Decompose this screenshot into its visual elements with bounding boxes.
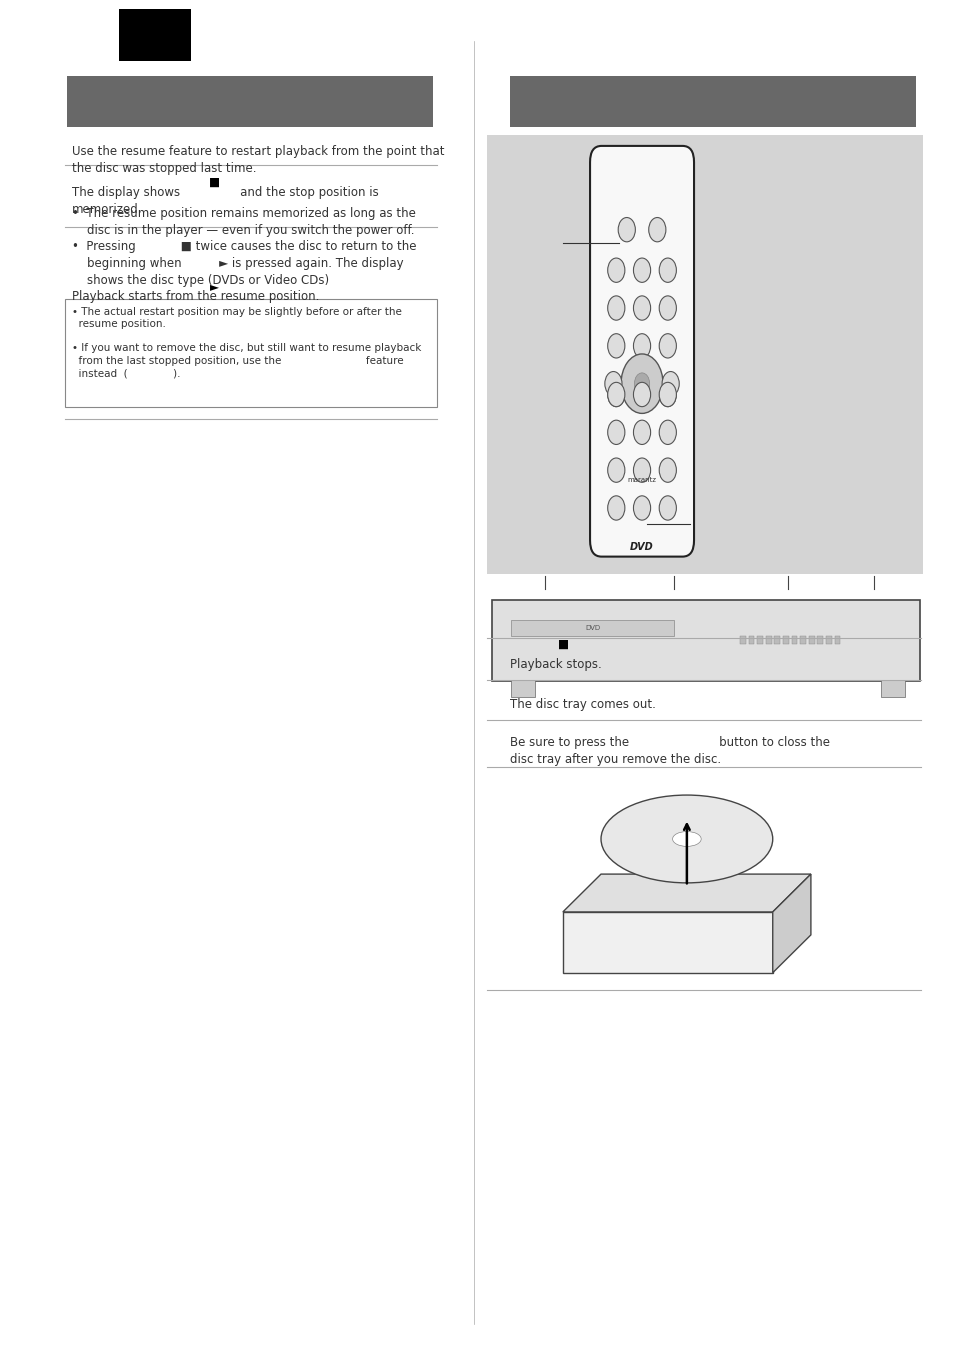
Circle shape (659, 382, 676, 407)
Circle shape (659, 420, 676, 444)
Circle shape (607, 258, 624, 282)
Text: ■: ■ (209, 176, 220, 189)
Bar (486, 135, 923, 574)
Bar (765, 636, 771, 644)
Text: •  The resume position remains memorized as long as the
    disc is in the playe: • The resume position remains memorized … (71, 207, 415, 236)
Bar (800, 636, 805, 644)
Circle shape (633, 458, 650, 482)
Circle shape (607, 420, 624, 444)
Circle shape (661, 372, 679, 396)
Bar (65, 299, 436, 407)
FancyBboxPatch shape (589, 146, 694, 557)
Circle shape (634, 373, 649, 394)
Bar (825, 636, 831, 644)
Circle shape (607, 458, 624, 482)
Bar (791, 636, 797, 644)
Text: ■: ■ (558, 638, 569, 651)
Bar (757, 636, 762, 644)
Circle shape (633, 382, 650, 407)
Text: The display shows                and the stop position is
memorized.: The display shows and the stop position … (71, 186, 378, 216)
Bar (67, 76, 433, 127)
Circle shape (648, 218, 665, 242)
Text: Playback stops.: Playback stops. (510, 658, 601, 671)
Circle shape (633, 420, 650, 444)
Bar (748, 636, 754, 644)
Text: • The actual restart position may be slightly before or after the
  resume posit: • The actual restart position may be sli… (71, 307, 401, 330)
Bar (492, 600, 919, 681)
Circle shape (607, 296, 624, 320)
Ellipse shape (600, 794, 772, 884)
Text: • If you want to remove the disc, but still want to resume playback
  from the l: • If you want to remove the disc, but st… (71, 343, 420, 378)
Bar (782, 636, 788, 644)
Circle shape (618, 218, 635, 242)
Ellipse shape (672, 831, 700, 846)
Circle shape (633, 258, 650, 282)
Bar (740, 636, 745, 644)
Text: Playback starts from the resume position.: Playback starts from the resume position… (71, 290, 318, 304)
Text: marantz: marantz (627, 477, 656, 482)
Bar (511, 620, 673, 636)
Bar (119, 9, 191, 61)
Circle shape (633, 296, 650, 320)
Circle shape (659, 382, 676, 407)
Circle shape (604, 372, 621, 396)
Circle shape (607, 382, 624, 407)
Bar (774, 636, 780, 644)
Circle shape (607, 496, 624, 520)
Bar (511, 680, 535, 697)
Text: DVD: DVD (584, 626, 599, 631)
Text: ►: ► (210, 280, 219, 293)
Circle shape (659, 258, 676, 282)
Text: The disc tray comes out.: The disc tray comes out. (510, 698, 656, 712)
Bar (817, 636, 822, 644)
Text: Use the resume feature to restart playback from the point that
the disc was stop: Use the resume feature to restart playba… (71, 145, 443, 174)
Circle shape (659, 296, 676, 320)
Circle shape (620, 354, 662, 413)
Bar (510, 76, 915, 127)
Bar (881, 680, 904, 697)
Text: Be sure to press the                        button to closs the
disc tray after : Be sure to press the button to closs the… (510, 736, 829, 766)
Circle shape (633, 382, 650, 407)
Bar (562, 912, 772, 973)
Text: •  Pressing            ■ twice causes the disc to return to the
    beginning wh: • Pressing ■ twice causes the disc to re… (71, 240, 416, 288)
Circle shape (607, 334, 624, 358)
Circle shape (659, 334, 676, 358)
Circle shape (659, 496, 676, 520)
Circle shape (607, 382, 624, 407)
Polygon shape (562, 874, 810, 912)
Circle shape (659, 458, 676, 482)
Bar (808, 636, 814, 644)
Text: DVD: DVD (630, 542, 653, 553)
Polygon shape (772, 874, 810, 973)
Circle shape (633, 334, 650, 358)
Circle shape (633, 496, 650, 520)
Bar (834, 636, 840, 644)
